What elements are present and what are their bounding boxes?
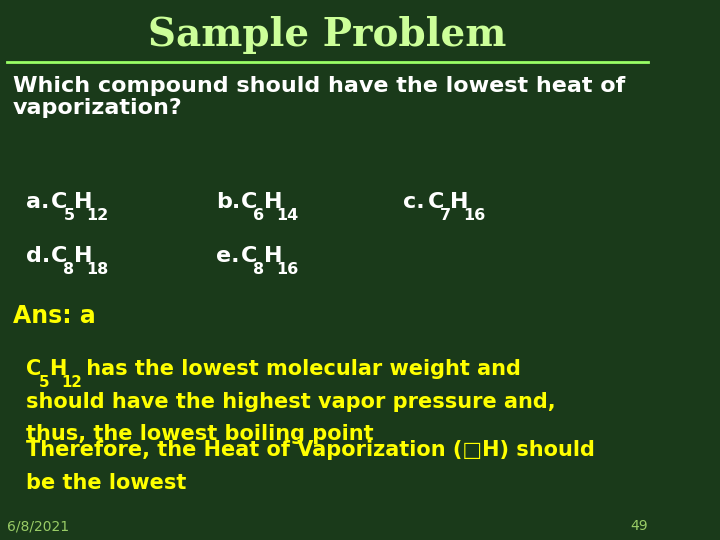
Text: C: C bbox=[26, 359, 42, 379]
Text: Therefore, the Heat of Vaporization (□H) should: Therefore, the Heat of Vaporization (□H)… bbox=[26, 440, 595, 460]
Text: be the lowest: be the lowest bbox=[26, 472, 186, 492]
Text: H: H bbox=[450, 192, 469, 212]
Text: should have the highest vapor pressure and,: should have the highest vapor pressure a… bbox=[26, 392, 556, 411]
Text: C: C bbox=[428, 192, 444, 212]
Text: d.: d. bbox=[26, 246, 50, 266]
Text: Sample Problem: Sample Problem bbox=[148, 16, 506, 54]
Text: vaporization?: vaporization? bbox=[13, 98, 183, 118]
Text: 5: 5 bbox=[39, 375, 49, 390]
Text: a.: a. bbox=[26, 192, 50, 212]
Text: H: H bbox=[74, 192, 92, 212]
Text: 16: 16 bbox=[463, 208, 485, 223]
Text: H: H bbox=[264, 246, 282, 266]
Text: C: C bbox=[241, 246, 257, 266]
Text: has the lowest molecular weight and: has the lowest molecular weight and bbox=[78, 359, 521, 379]
Text: 49: 49 bbox=[631, 519, 648, 534]
Text: 8: 8 bbox=[253, 262, 264, 277]
Text: b.: b. bbox=[216, 192, 240, 212]
Text: H: H bbox=[49, 359, 66, 379]
Text: c.: c. bbox=[402, 192, 424, 212]
Text: Ans: a: Ans: a bbox=[13, 304, 96, 328]
Text: H: H bbox=[74, 246, 92, 266]
Text: 18: 18 bbox=[86, 262, 109, 277]
Text: Which compound should have the lowest heat of: Which compound should have the lowest he… bbox=[13, 76, 626, 97]
Text: 16: 16 bbox=[276, 262, 299, 277]
Text: 6/8/2021: 6/8/2021 bbox=[6, 519, 68, 534]
Text: C: C bbox=[51, 192, 68, 212]
Text: C: C bbox=[241, 192, 257, 212]
Text: 5: 5 bbox=[63, 208, 75, 223]
Text: 6: 6 bbox=[253, 208, 264, 223]
Text: 7: 7 bbox=[440, 208, 451, 223]
Text: C: C bbox=[51, 246, 68, 266]
Text: thus, the lowest boiling point: thus, the lowest boiling point bbox=[26, 424, 374, 444]
Text: 14: 14 bbox=[276, 208, 299, 223]
Text: 12: 12 bbox=[61, 375, 82, 390]
Text: H: H bbox=[264, 192, 282, 212]
Text: 8: 8 bbox=[63, 262, 75, 277]
Text: 12: 12 bbox=[86, 208, 109, 223]
Text: e.: e. bbox=[216, 246, 240, 266]
